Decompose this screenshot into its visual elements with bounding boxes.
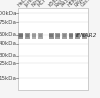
Bar	[49, 33, 54, 39]
Text: 50kDa: 50kDa	[0, 32, 16, 37]
Text: Cos7: Cos7	[80, 0, 92, 8]
Bar	[56, 34, 60, 37]
Text: A431: A431	[61, 0, 73, 8]
Text: 75kDa: 75kDa	[0, 20, 16, 25]
Text: 100kDa: 100kDa	[0, 11, 16, 16]
Text: RAW264.7: RAW264.7	[74, 0, 95, 8]
Bar	[82, 34, 86, 37]
Bar	[32, 34, 36, 37]
Bar	[69, 34, 73, 37]
Text: Jurkat: Jurkat	[24, 0, 37, 8]
Bar	[62, 33, 67, 39]
Bar	[19, 34, 23, 37]
Text: 25kDa: 25kDa	[0, 61, 16, 66]
Bar	[75, 33, 80, 39]
Bar	[38, 33, 43, 39]
Text: 30kDa: 30kDa	[0, 53, 16, 58]
Text: K562: K562	[47, 0, 60, 8]
Text: NIH/3T3: NIH/3T3	[30, 0, 48, 8]
Bar	[26, 34, 29, 37]
Bar	[63, 34, 66, 37]
Text: HEK293: HEK293	[67, 0, 84, 8]
Bar	[69, 33, 73, 39]
Bar	[18, 33, 23, 39]
Text: HeLa: HeLa	[17, 0, 29, 8]
Bar	[76, 34, 79, 37]
Bar	[32, 33, 36, 39]
Text: 15kDa: 15kDa	[0, 76, 16, 81]
Bar	[49, 34, 53, 37]
Bar	[39, 34, 42, 37]
Bar	[55, 33, 60, 39]
Text: IFNAR2: IFNAR2	[76, 33, 97, 38]
Text: Raji: Raji	[54, 0, 64, 8]
Text: 40kDa: 40kDa	[0, 41, 16, 46]
Bar	[25, 33, 30, 39]
Bar	[82, 33, 87, 39]
Bar	[18, 8, 88, 90]
Text: MCF-7: MCF-7	[37, 0, 51, 8]
